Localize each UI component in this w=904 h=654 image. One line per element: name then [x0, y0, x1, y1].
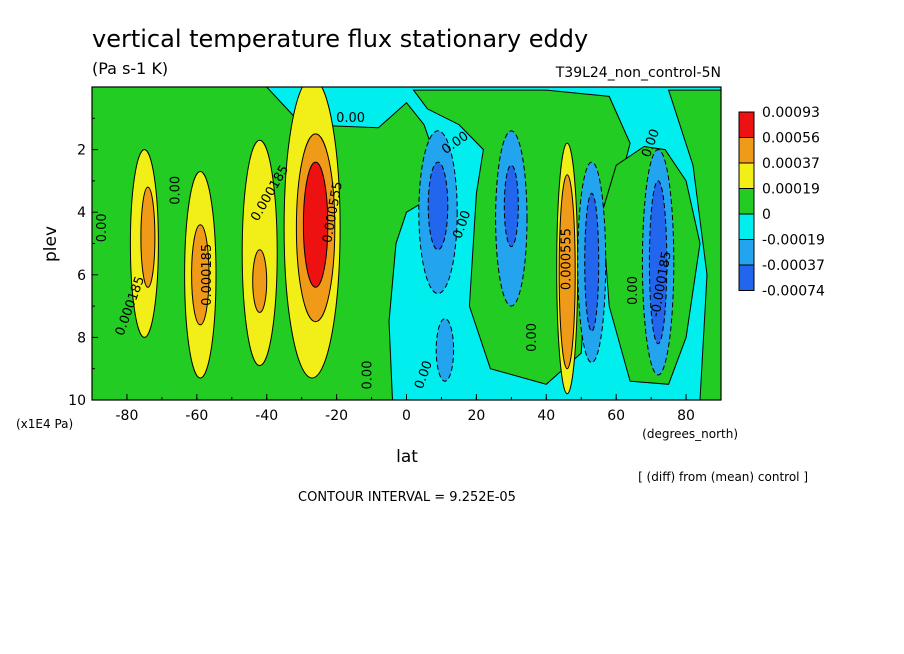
x-tick-label-1: -60 — [185, 408, 208, 424]
anomaly-feature-1 — [140, 186, 156, 288]
diff-annotation: [ (diff) from (mean) control ] — [638, 470, 808, 484]
colorbar-swatch-0 — [738, 111, 755, 138]
x-tick-label-7: 60 — [607, 408, 625, 424]
y-tick-label-1: 4 — [77, 205, 86, 221]
colorbar-level-2: 0.00037 — [762, 156, 820, 172]
contour-label-4: 0.00 — [168, 176, 183, 205]
x-axis-label: lat — [396, 447, 418, 467]
anomaly-feature-10 — [558, 174, 576, 370]
colorbar-swatch-1 — [738, 137, 755, 164]
colorbar-swatch-5 — [738, 239, 755, 266]
field-layer — [92, 87, 721, 400]
anomaly-features — [129, 87, 675, 395]
x-tick-label-3: -20 — [325, 408, 348, 424]
contour-label-13: 0.000555 — [560, 228, 575, 290]
contour-label-11: 0.00 — [361, 361, 376, 390]
y-tick-label-3: 8 — [77, 330, 86, 346]
colorbar-swatch-2 — [738, 162, 755, 189]
contour-label-14: 0.00 — [626, 276, 641, 305]
anomaly-feature-8 — [302, 161, 329, 288]
x-tick-label-8: 80 — [677, 408, 695, 424]
y-axis-label: plev — [41, 226, 61, 262]
chart-title: vertical temperature flux stationary edd… — [92, 25, 588, 53]
colorbar-level-5: -0.00019 — [762, 233, 825, 249]
anomaly-feature-17 — [584, 192, 600, 332]
x-tick-label-2: -40 — [255, 408, 278, 424]
colorbar-level-7: -0.00074 — [762, 284, 825, 300]
colorbar-level-3: 0.00019 — [762, 182, 820, 198]
y-tick-label-2: 6 — [77, 268, 86, 284]
chart-units: (Pa s-1 K) — [92, 59, 168, 78]
colorbar-swatch-3 — [738, 188, 755, 215]
colorbar-swatch-4 — [738, 213, 755, 240]
x-axis: -80 -60 -40 -20 0 20 40 60 80 — [91, 394, 722, 424]
anomaly-feature-5 — [252, 249, 268, 313]
colorbar-legend: 0.00093 0.00056 0.00037 0.00019 0 -0.00019 -0.… — [738, 105, 825, 300]
colorbar-level-0: 0.00093 — [762, 105, 820, 121]
x-tick-label-0: -80 — [116, 408, 139, 424]
x-tick-label-4: 0 — [402, 408, 411, 424]
y-tick-label-0: 2 — [77, 143, 86, 159]
contour-label-0: 0.00 — [336, 111, 365, 126]
colorbar-level-6: -0.00037 — [762, 258, 825, 274]
x-axis-units: (degrees_north) — [642, 427, 738, 441]
y-axis-units: (x1E4 Pa) — [16, 417, 73, 431]
anomaly-feature-12 — [427, 161, 449, 251]
x-tick-label-5: 20 — [467, 408, 485, 424]
y-tick-label-4: 10 — [68, 393, 86, 409]
contour-label-7: 0.000185 — [200, 244, 215, 306]
contour-label-10: 0.00 — [525, 323, 540, 352]
colorbar-level-4: 0 — [762, 207, 771, 223]
anomaly-feature-3 — [191, 224, 210, 326]
contour-interval: CONTOUR INTERVAL = 9.252E-05 — [298, 490, 516, 505]
positive-region-polar — [667, 89, 721, 400]
run-label: T39L24_non_control-5N — [555, 65, 721, 81]
anomaly-feature-15 — [503, 164, 519, 248]
y-axis: 2 4 6 8 10 — [68, 117, 98, 409]
anomaly-feature-19 — [648, 180, 668, 345]
anomaly-feature-13 — [435, 318, 455, 382]
x-tick-label-6: 40 — [537, 408, 555, 424]
contour-label-3: 0.00 — [95, 213, 110, 242]
colorbar-swatch-6 — [738, 264, 755, 291]
colorbar-level-1: 0.00056 — [762, 131, 820, 147]
